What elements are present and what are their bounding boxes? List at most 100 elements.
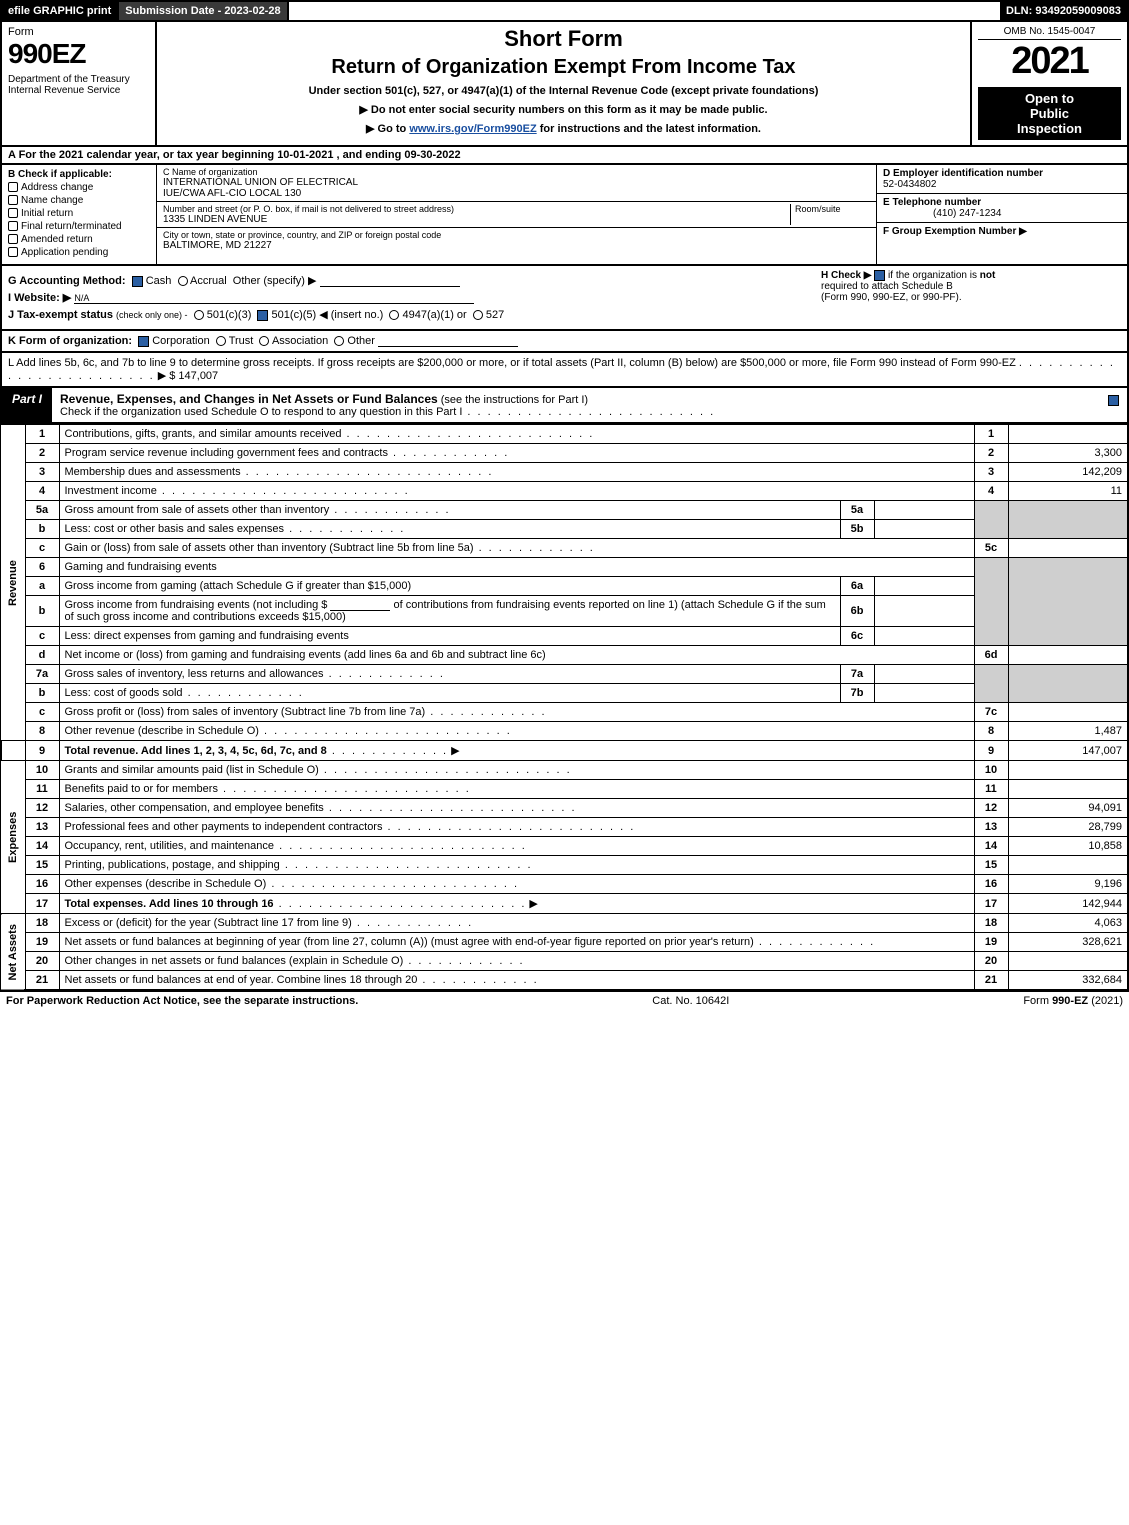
part1-table: Revenue 1 Contributions, gifts, grants, … bbox=[0, 424, 1129, 991]
row3-num: 3 bbox=[25, 463, 59, 482]
row1-val bbox=[1008, 425, 1128, 444]
line-h-schedule-b: H Check ▶ if the organization is not req… bbox=[821, 270, 1121, 303]
line-k-form-of-org: K Form of organization: Corporation Trus… bbox=[0, 331, 1129, 353]
k-label: K Form of organization: bbox=[8, 335, 132, 347]
row7c-text: Gross profit or (loss) from sales of inv… bbox=[59, 703, 974, 722]
row5c-label: Gain or (loss) from sale of assets other… bbox=[65, 542, 474, 554]
h-text1: H Check ▶ bbox=[821, 270, 874, 281]
row5ab-shaded-num bbox=[974, 501, 1008, 539]
radio-trust[interactable] bbox=[216, 336, 226, 346]
chk-initial-return[interactable]: Initial return bbox=[8, 208, 150, 219]
h-not: not bbox=[980, 270, 996, 281]
row8-rnum: 8 bbox=[974, 722, 1008, 741]
part1-title-bold: Revenue, Expenses, and Changes in Net As… bbox=[60, 392, 438, 406]
row7c-val bbox=[1008, 703, 1128, 722]
short-form-title: Short Form bbox=[165, 26, 962, 52]
chk-amended-return[interactable]: Amended return bbox=[8, 234, 150, 245]
row7b-text: Less: cost of goods sold bbox=[59, 684, 840, 703]
do-not-enter-ssn: ▶ Do not enter social security numbers o… bbox=[165, 103, 962, 116]
row9-rnum: 9 bbox=[974, 741, 1008, 761]
group-exemption-label: F Group Exemption Number ▶ bbox=[883, 226, 1027, 237]
open-line1: Open to bbox=[980, 91, 1119, 106]
radio-other[interactable] bbox=[334, 336, 344, 346]
row2-val: 3,300 bbox=[1008, 444, 1128, 463]
return-title: Return of Organization Exempt From Incom… bbox=[165, 56, 962, 79]
row6c-text: Less: direct expenses from gaming and fu… bbox=[59, 627, 840, 646]
footer-right-pre: Form bbox=[1023, 995, 1052, 1007]
row17-rnum: 17 bbox=[974, 894, 1008, 914]
row9-val: 147,007 bbox=[1008, 741, 1128, 761]
street-value: 1335 LINDEN AVENUE bbox=[163, 214, 790, 225]
row7c-num: c bbox=[25, 703, 59, 722]
part1-schedule-o-check[interactable] bbox=[1099, 388, 1127, 422]
row6b-num: b bbox=[25, 596, 59, 627]
chk-h-filled[interactable] bbox=[874, 270, 885, 281]
row15-num: 15 bbox=[25, 856, 59, 875]
j-opt4: 527 bbox=[486, 309, 504, 321]
row6a-ival bbox=[874, 577, 974, 596]
omb-number: OMB No. 1545-0047 bbox=[978, 26, 1121, 40]
chk-name-change[interactable]: Name change bbox=[8, 195, 150, 206]
irs-link[interactable]: www.irs.gov/Form990EZ bbox=[409, 123, 536, 135]
row1-label: Contributions, gifts, grants, and simila… bbox=[65, 428, 342, 440]
footer-right-bold: 990-EZ bbox=[1052, 995, 1088, 1007]
l-amount-prefix: ▶ $ bbox=[158, 370, 179, 382]
row1-num: 1 bbox=[25, 425, 59, 444]
row3-label: Membership dues and assessments bbox=[65, 466, 241, 478]
chk-application-pending[interactable]: Application pending bbox=[8, 247, 150, 258]
row17-text: Total expenses. Add lines 10 through 16 … bbox=[59, 894, 974, 914]
row15-val bbox=[1008, 856, 1128, 875]
department: Department of the Treasury Internal Reve… bbox=[8, 74, 149, 96]
row16-val: 9,196 bbox=[1008, 875, 1128, 894]
chk-address-change-label: Address change bbox=[21, 182, 93, 193]
g-other-field[interactable] bbox=[320, 275, 460, 287]
row20-val bbox=[1008, 952, 1128, 971]
radio-527[interactable] bbox=[473, 310, 483, 320]
chk-address-change[interactable]: Address change bbox=[8, 182, 150, 193]
do-not-text: Do not enter social security numbers on … bbox=[371, 104, 768, 116]
row21-val: 332,684 bbox=[1008, 971, 1128, 991]
radio-association[interactable] bbox=[259, 336, 269, 346]
row5a-label: Gross amount from sale of assets other t… bbox=[65, 504, 330, 516]
k-other-field[interactable] bbox=[378, 335, 518, 347]
row19-label: Net assets or fund balances at beginning… bbox=[65, 936, 754, 948]
chk-name-change-label: Name change bbox=[21, 195, 83, 206]
row13-rnum: 13 bbox=[974, 818, 1008, 837]
chk-501c[interactable] bbox=[257, 310, 268, 321]
col-b-title: B Check if applicable: bbox=[8, 169, 150, 180]
row5c-rnum: 5c bbox=[974, 539, 1008, 558]
row15-label: Printing, publications, postage, and shi… bbox=[65, 859, 280, 871]
i-label: I Website: ▶ bbox=[8, 292, 71, 304]
part1-title-rest: (see the instructions for Part I) bbox=[438, 394, 588, 406]
row21-label: Net assets or fund balances at end of ye… bbox=[65, 974, 418, 986]
header-right: OMB No. 1545-0047 2021 Open to Public In… bbox=[972, 22, 1127, 145]
row4-text: Investment income bbox=[59, 482, 974, 501]
chk-cash-filled[interactable] bbox=[132, 276, 143, 287]
row9-text: Total revenue. Add lines 1, 2, 3, 4, 5c,… bbox=[59, 741, 974, 761]
row15-text: Printing, publications, postage, and shi… bbox=[59, 856, 974, 875]
efile-graphic-print[interactable]: efile GRAPHIC print bbox=[2, 2, 119, 20]
row11-num: 11 bbox=[25, 780, 59, 799]
row4-val: 11 bbox=[1008, 482, 1128, 501]
row7b-num: b bbox=[25, 684, 59, 703]
radio-501c3[interactable] bbox=[194, 310, 204, 320]
header-center: Short Form Return of Organization Exempt… bbox=[157, 22, 972, 145]
city-label: City or town, state or province, country… bbox=[163, 230, 870, 240]
row6b-blank[interactable] bbox=[330, 599, 390, 611]
chk-corporation[interactable] bbox=[138, 336, 149, 347]
chk-final-return[interactable]: Final return/terminated bbox=[8, 221, 150, 232]
row17-val: 142,944 bbox=[1008, 894, 1128, 914]
chk-accrual[interactable] bbox=[178, 276, 188, 286]
row18-label: Excess or (deficit) for the year (Subtra… bbox=[65, 917, 352, 929]
section-a-tax-year: A For the 2021 calendar year, or tax yea… bbox=[0, 147, 1129, 165]
row13-num: 13 bbox=[25, 818, 59, 837]
radio-4947[interactable] bbox=[389, 310, 399, 320]
row5a-ival bbox=[874, 501, 974, 520]
telephone-label: E Telephone number bbox=[883, 197, 981, 208]
row3-rnum: 3 bbox=[974, 463, 1008, 482]
row7a-inum: 7a bbox=[840, 665, 874, 684]
open-line3: Inspection bbox=[980, 121, 1119, 136]
row6c-inum: 6c bbox=[840, 627, 874, 646]
submission-date: Submission Date - 2023-02-28 bbox=[119, 2, 288, 20]
open-line2: Public bbox=[980, 106, 1119, 121]
